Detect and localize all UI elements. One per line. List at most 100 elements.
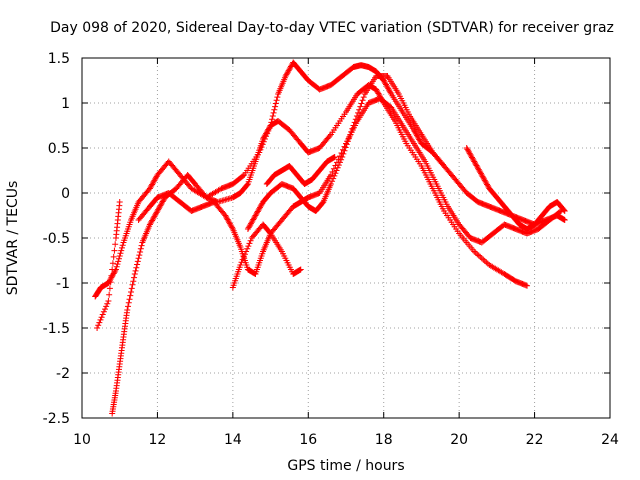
data-point [561,217,568,223]
data-point [113,263,120,270]
data-point [118,244,125,251]
series-track-4 [135,95,564,277]
x-tick-label: 14 [224,432,242,448]
data-point [339,154,346,160]
data-point [244,245,251,252]
data-point [125,303,132,310]
data-point [480,256,487,263]
data-point [327,172,334,178]
data-point [136,252,143,259]
data-point [270,109,277,116]
y-axis-label: SDTVAR / TECUs [5,181,21,296]
data-point [131,274,138,281]
data-point [98,314,105,321]
data-point [244,181,251,188]
data-point [97,316,104,323]
series-track-7 [463,145,568,232]
data-point [274,94,281,101]
y-tick-label: -1.5 [43,321,70,337]
data-point [475,252,482,259]
y-tick-label: -2.5 [43,411,70,427]
x-tick-label: 10 [73,432,91,448]
data-point [137,248,144,255]
data-point [343,141,350,148]
data-point [350,122,357,129]
data-point [340,150,347,157]
data-point [128,289,135,295]
data-point [240,172,247,179]
data-point [106,285,113,292]
data-point [112,241,119,248]
data-point [240,253,247,260]
data-point [238,259,245,266]
data-point [115,258,122,265]
data-point [241,251,248,258]
data-point [129,281,136,288]
data-point [353,113,360,120]
data-point [272,100,279,107]
data-point [356,106,363,113]
data-point [483,259,490,266]
data-point [524,282,531,289]
data-point [109,260,116,267]
data-point [137,245,144,252]
data-point [481,257,488,264]
data-point [102,306,109,313]
data-point [269,113,276,120]
data-point [330,175,337,182]
data-point [127,292,134,299]
data-point [326,132,333,139]
x-tick-label: 16 [299,432,317,448]
y-tick-label: -0.5 [43,231,70,247]
y-tick-label: 0 [61,186,70,202]
data-point [126,296,133,303]
data-point [103,303,110,310]
data-point [355,109,362,116]
data-point [124,307,131,313]
y-tick-label: -1 [56,276,70,292]
x-tick-label: 20 [450,432,468,448]
axis-ticks: 10 12 14 16 18 20 22 24 -2.5 -2 -1.5 -1 -0.5 0 0.5 1 1.5 [43,51,619,448]
data-point [247,237,254,244]
data-point [338,156,345,163]
data-point [346,135,353,142]
data-point [387,89,394,96]
x-tick-label: 22 [526,432,544,448]
data-point [342,144,349,151]
data-point [561,208,568,214]
data-points [92,59,568,417]
data-point [477,253,484,260]
data-point [351,119,358,126]
data-point [130,278,137,285]
data-point [334,164,341,171]
data-point [348,128,355,135]
data-point [115,255,122,262]
data-point [105,298,112,304]
data-point [99,311,106,318]
data-point [134,261,141,268]
data-point [110,253,117,260]
series-track-3 [109,82,531,417]
data-point [119,242,126,249]
data-point [135,255,142,262]
data-point [96,319,103,326]
x-tick-label: 12 [149,432,167,448]
series-track-6 [229,221,304,291]
x-axis-label: GPS time / hours [287,458,404,474]
data-point [229,224,236,231]
data-point [341,147,348,154]
data-point [472,249,479,256]
data-point [359,97,366,104]
y-tick-label: -2 [56,366,70,382]
data-point [358,100,365,107]
data-point [360,94,367,101]
data-point [100,308,107,315]
data-point [333,167,340,174]
y-tick-label: 0.5 [48,141,70,157]
data-point [116,253,123,259]
data-point [245,243,252,250]
data-point [134,258,141,265]
data-point [474,251,481,258]
data-point [347,131,354,138]
data-point [128,285,135,292]
